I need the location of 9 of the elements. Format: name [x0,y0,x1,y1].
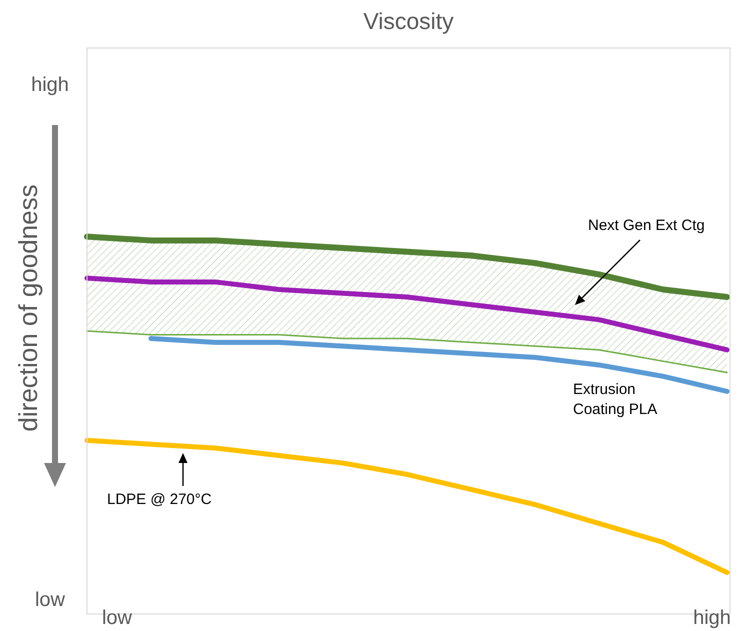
text: high [30,74,70,96]
y-axis-title: direction of goodness [13,184,43,432]
chart-title: Viscosity [362,8,455,35]
text: Next Gen Ext Ctg [588,216,706,236]
annotation: LDPE @ 270°C [107,490,213,510]
annotation: low [100,607,133,629]
annotation: Extrusion Coating PLA [573,380,658,420]
text: low [34,589,66,611]
annotation: high [692,607,732,629]
